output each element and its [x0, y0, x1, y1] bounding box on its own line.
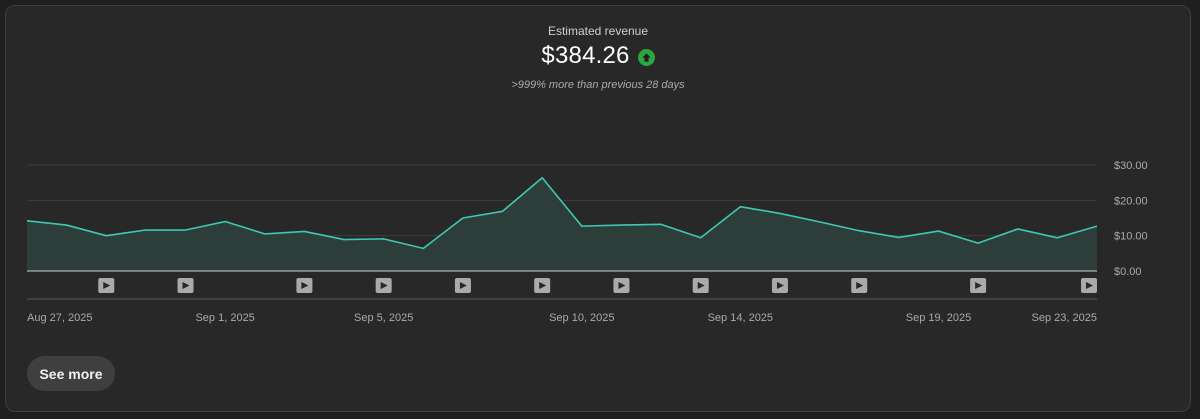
play-icon [103, 282, 111, 289]
revenue-card: Estimated revenue $384.26 >999% more tha… [5, 5, 1191, 412]
metric-row: $384.26 [6, 42, 1190, 70]
play-icon [301, 282, 309, 289]
x-tick-label: Aug 27, 2025 [27, 312, 92, 324]
y-tick-label: $20.00 [1114, 195, 1148, 207]
x-tick-label: Sep 10, 2025 [549, 312, 614, 324]
play-icon [380, 282, 388, 289]
revenue-chart: $0.00 $10.00 $20.00 $30.00 Aug 27, 2025 Sep 1… [26, 160, 1148, 324]
play-icon [776, 282, 784, 289]
play-icon [539, 282, 547, 289]
play-icon [459, 282, 467, 289]
metric-value: $384.26 [541, 42, 630, 69]
arrow-up-icon [637, 48, 655, 66]
play-icon [1086, 282, 1093, 289]
play-icon [618, 282, 626, 289]
see-more-button[interactable]: See more [27, 356, 115, 391]
play-icon [856, 282, 864, 289]
series-area [27, 177, 1097, 271]
y-tick-label: $30.00 [1114, 160, 1148, 172]
play-icon [697, 282, 705, 289]
play-icon [182, 282, 190, 289]
play-icon [975, 282, 983, 289]
x-tick-label: Sep 23, 2025 [1032, 312, 1097, 324]
x-tick-label: Sep 1, 2025 [195, 312, 254, 324]
series-line [26, 176, 1098, 250]
metric-comparison: >999% more than previous 28 days [511, 79, 685, 91]
x-tick-label: Sep 19, 2025 [906, 312, 971, 324]
y-tick-label: $10.00 [1114, 231, 1148, 243]
x-tick-label: Sep 14, 2025 [708, 312, 773, 324]
y-tick-label: $0.00 [1114, 266, 1142, 278]
metric-label: Estimated revenue [547, 24, 649, 38]
x-tick-label: Sep 5, 2025 [354, 312, 413, 324]
